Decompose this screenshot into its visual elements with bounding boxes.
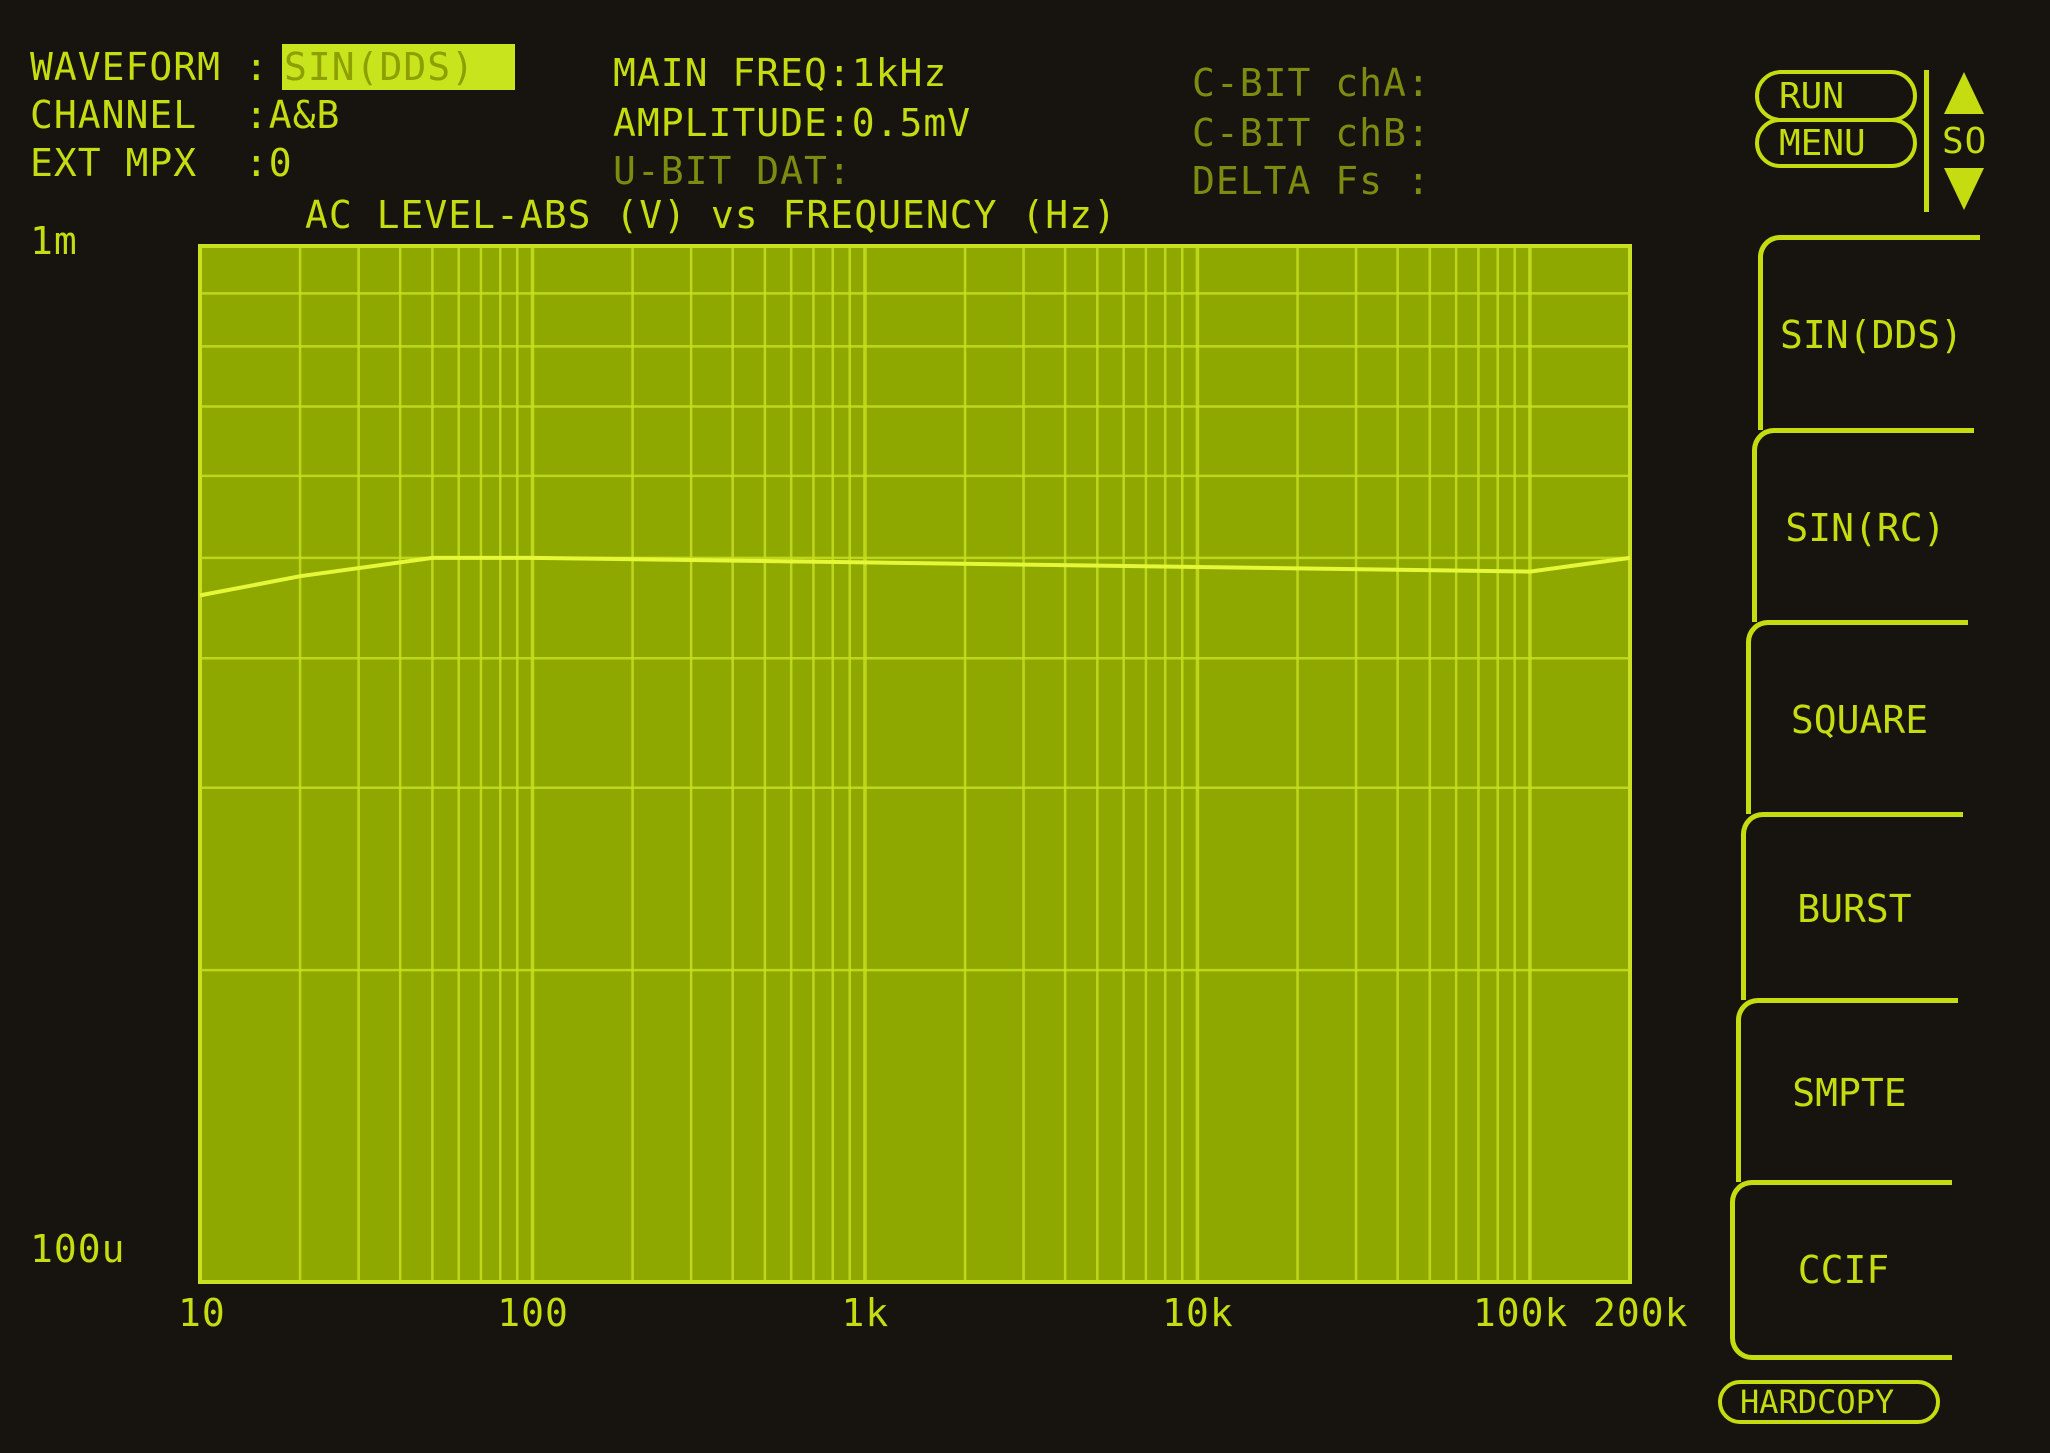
menu-item-square[interactable]: SQUARE	[1746, 620, 1968, 814]
series-line	[199, 555, 1631, 598]
menu-item-label: SIN(DDS)	[1779, 313, 1964, 357]
scroll-down-icon[interactable]	[1944, 168, 1984, 210]
x-tick-label: 100k	[1472, 1291, 1569, 1335]
divider	[1924, 70, 1929, 212]
scroll-label: SO	[1942, 121, 1988, 162]
menu-item-sin-dds[interactable]: SIN(DDS)	[1758, 235, 1980, 430]
ubit-dat-status: U-BIT DAT:	[613, 149, 852, 193]
cbit-chb-status: C-BIT chB:	[1192, 111, 1431, 155]
menu-item-ccif[interactable]: CCIF	[1730, 1180, 1952, 1360]
x-tick-label: 10k	[1162, 1291, 1234, 1335]
hardcopy-label: HARDCOPY	[1740, 1383, 1895, 1421]
channel-status: CHANNEL :A&B	[30, 93, 341, 137]
x-tick-label: 200k	[1593, 1291, 1689, 1335]
menu-item-sin-rc[interactable]: SIN(RC)	[1752, 428, 1974, 622]
menu-item-smpte[interactable]: SMPTE	[1736, 998, 1958, 1182]
run-label: RUN	[1779, 75, 1845, 117]
menu-item-burst[interactable]: BURST	[1741, 812, 1963, 1000]
ext-mpx-status: EXT MPX :0	[30, 141, 293, 185]
plot-background	[198, 244, 1632, 1284]
menu-button[interactable]: MENU	[1755, 118, 1917, 168]
chart-title: AC LEVEL-ABS (V) vs FREQUENCY (Hz)	[305, 193, 1117, 237]
menu-item-label: SMPTE	[1792, 1070, 1907, 1115]
menu-item-label: SQUARE	[1790, 697, 1929, 742]
menu-item-label: BURST	[1797, 886, 1912, 931]
scroll-up-icon[interactable]	[1944, 72, 1984, 114]
y-tick-label-top: 1m	[30, 219, 78, 263]
main-freq-status: MAIN FREQ:1kHz	[613, 51, 948, 95]
run-button[interactable]: RUN	[1755, 70, 1917, 122]
delta-fs-status: DELTA Fs :	[1192, 159, 1431, 203]
hardcopy-button[interactable]: HARDCOPY	[1718, 1380, 1940, 1424]
menu-label: MENU	[1779, 122, 1866, 164]
y-tick-label-bottom: 100u	[30, 1227, 126, 1271]
waveform-label: WAVEFORM :	[30, 45, 269, 89]
x-tick-label: 10	[178, 1291, 226, 1335]
x-tick-label: 1k	[841, 1291, 890, 1335]
cbit-cha-status: C-BIT chA:	[1192, 61, 1431, 105]
menu-item-label: CCIF	[1797, 1248, 1890, 1292]
amplitude-status: AMPLITUDE:0.5mV	[613, 101, 972, 145]
x-tick-label: 100	[497, 1291, 569, 1335]
menu-item-label: SIN(RC)	[1785, 505, 1946, 550]
waveform-value[interactable]: SIN(DDS)	[282, 44, 516, 90]
